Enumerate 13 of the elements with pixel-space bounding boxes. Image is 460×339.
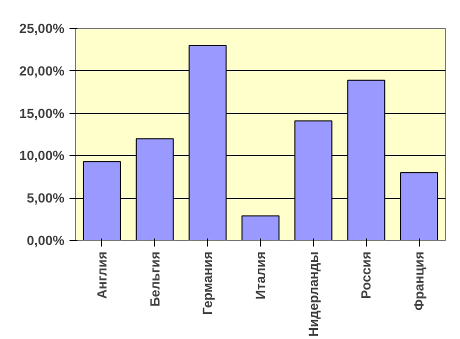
y-tick-label: 10,00% [19,148,65,164]
y-tick-label: 20,00% [19,63,65,78]
x-tick-label: Бельгия [147,251,162,307]
y-tick-label: 25,00% [19,21,65,36]
x-tick-label: Нидерланды [306,251,321,337]
y-tick-label: 0,00% [26,233,65,248]
x-tick-label: Франция [412,251,427,311]
x-tick-label: Италия [253,251,268,300]
x-tick-label: Германия [200,252,216,315]
x-tick-label: Англия [94,251,110,299]
y-tick-label: 5,00% [26,190,65,206]
y-tick-label: 15,00% [19,106,65,121]
x-tick-label: Россия [358,251,374,299]
